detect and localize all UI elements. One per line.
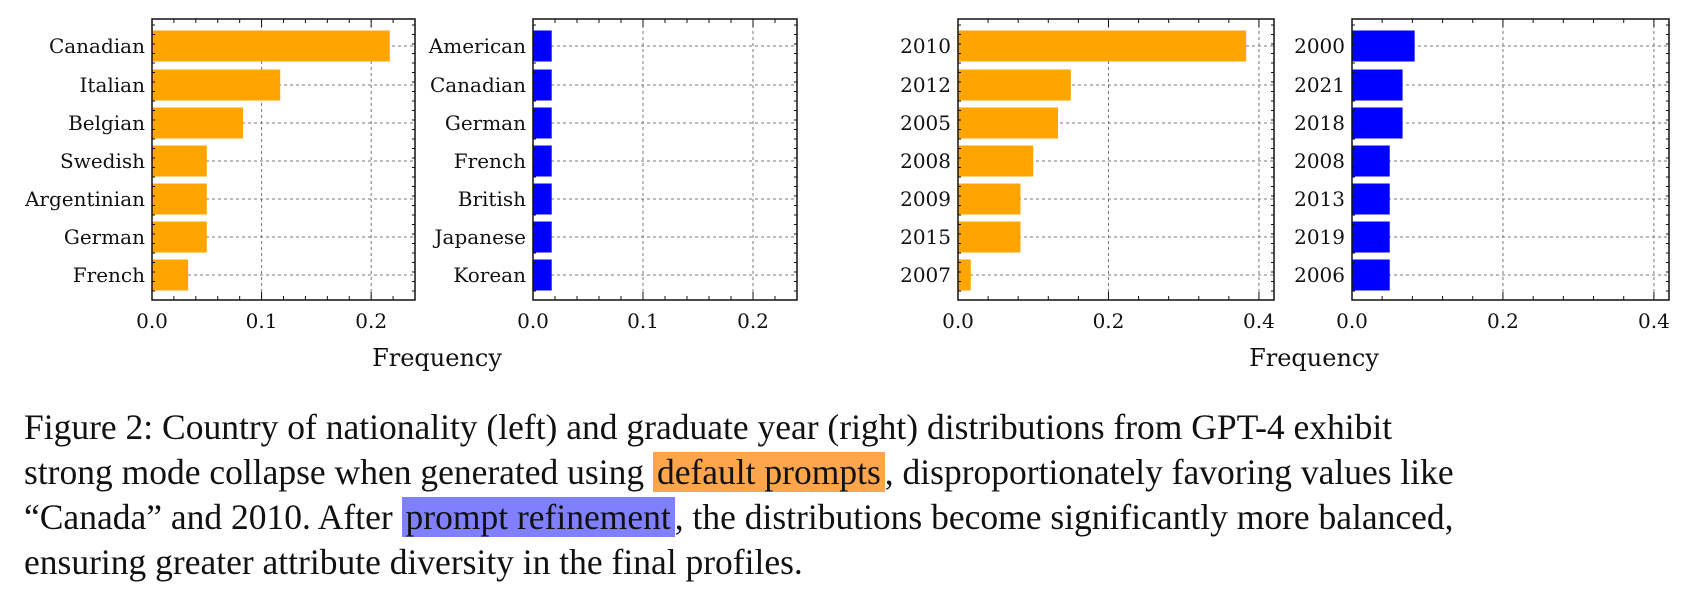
axes-frame: [532, 18, 798, 301]
category-label: 2008: [1294, 149, 1345, 173]
bar: [152, 259, 189, 291]
bar: [152, 183, 207, 215]
category-label: British: [458, 187, 526, 211]
category-label: Italian: [80, 73, 146, 97]
bar: [958, 107, 1059, 139]
highlight-prompt-refinement: prompt refinement: [401, 497, 675, 537]
category-label: Korean: [453, 263, 526, 287]
category-label: Canadian: [430, 73, 526, 97]
axes-frame: [957, 18, 1275, 301]
bar: [958, 30, 1247, 62]
bar: [533, 259, 552, 291]
bar: [1352, 107, 1403, 139]
x-tick-label: 0.4: [1243, 309, 1275, 333]
category-label: 2012: [900, 73, 951, 97]
category-label: French: [454, 149, 526, 173]
caption-line-3: “Canada” and 2010. After prompt refineme…: [24, 495, 1684, 540]
x-tick-label: 0.0: [517, 309, 549, 333]
bar: [533, 30, 552, 62]
axes-frame: [1351, 18, 1670, 301]
category-label: 2015: [900, 225, 951, 249]
category-label: 2007: [900, 263, 951, 287]
caption-text: , disproportionately favoring values lik…: [884, 452, 1454, 492]
bar: [1352, 30, 1415, 62]
category-label: 2018: [1294, 111, 1345, 135]
x-tick-label: 0.2: [1093, 309, 1125, 333]
x-tick-label: 0.1: [627, 309, 659, 333]
figure-caption: Figure 2: Country of nationality (left) …: [24, 405, 1684, 585]
category-label: 2008: [900, 149, 951, 173]
category-label: 2021: [1294, 73, 1345, 97]
category-label: Canadian: [49, 34, 145, 58]
category-label: Argentinian: [24, 187, 145, 211]
bar: [533, 145, 552, 177]
x-tick-label: 0.0: [942, 309, 974, 333]
category-label: Japanese: [433, 225, 526, 249]
caption-text: , the distributions become significantly…: [674, 497, 1454, 537]
category-label: 2009: [900, 187, 951, 211]
bar: [533, 221, 552, 253]
category-label: 2005: [900, 111, 951, 135]
bar: [1352, 183, 1390, 215]
category-label: French: [73, 263, 145, 287]
caption-text: strong mode collapse when generated usin…: [24, 452, 653, 492]
category-label: Swedish: [60, 149, 145, 173]
category-label: 2006: [1294, 263, 1345, 287]
bar: [1352, 69, 1403, 101]
bar: [152, 145, 207, 177]
x-tick-label: 0.0: [136, 309, 168, 333]
category-label: German: [64, 225, 145, 249]
caption-line-2: strong mode collapse when generated usin…: [24, 450, 1684, 495]
bar: [958, 69, 1071, 101]
figure-charts: 0.0 0.1 0.2 Canadian Italian Belgian Swedish Ar…: [24, 18, 1670, 372]
category-label: 2019: [1294, 225, 1345, 249]
caption-line-1: Figure 2: Country of nationality (left) …: [24, 407, 1393, 447]
bar: [152, 69, 281, 101]
caption-text: “Canada” and 2010. After: [24, 497, 402, 537]
bar: [958, 183, 1021, 215]
category-label: American: [428, 34, 526, 58]
bar: [958, 259, 971, 291]
category-label: 2013: [1294, 187, 1345, 211]
bar: [958, 145, 1034, 177]
xlabel-right: Frequency: [1249, 344, 1379, 372]
category-label: 2000: [1294, 34, 1345, 58]
caption-line-4: ensuring greater attribute diversity in …: [24, 542, 803, 582]
chart-nationality-default: 0.0 0.1 0.2 Canadian Italian Belgian Swedish Ar…: [24, 18, 416, 333]
bar: [1352, 145, 1390, 177]
category-label: Belgian: [68, 111, 145, 135]
bar: [533, 183, 552, 215]
chart-year-default: 0.0 0.2 0.4 2010 2012 2005 2008 2009 2015 2007: [900, 18, 1275, 333]
x-tick-label: 0.2: [737, 309, 769, 333]
highlight-default-prompts: default prompts: [652, 452, 885, 492]
x-tick-label: 0.0: [1336, 309, 1368, 333]
category-label: 2010: [900, 34, 951, 58]
xlabel-left: Frequency: [372, 344, 502, 372]
x-tick-label: 0.1: [246, 309, 278, 333]
x-tick-label: 0.4: [1638, 309, 1670, 333]
x-tick-label: 0.2: [1487, 309, 1519, 333]
x-tick-label: 0.2: [355, 309, 387, 333]
chart-year-refined: 0.0 0.2 0.4 2000 2021 2018 2008 2013 2019 2006: [1294, 18, 1670, 333]
chart-nationality-refined: 0.0 0.1 0.2 American Canadian German French Bri…: [428, 18, 798, 333]
bar: [958, 221, 1021, 253]
bar: [533, 107, 552, 139]
bar: [152, 30, 390, 62]
bar: [1352, 221, 1390, 253]
category-label: German: [445, 111, 526, 135]
bar: [152, 107, 243, 139]
bar: [533, 69, 552, 101]
bar: [152, 221, 207, 253]
bar: [1352, 259, 1390, 291]
